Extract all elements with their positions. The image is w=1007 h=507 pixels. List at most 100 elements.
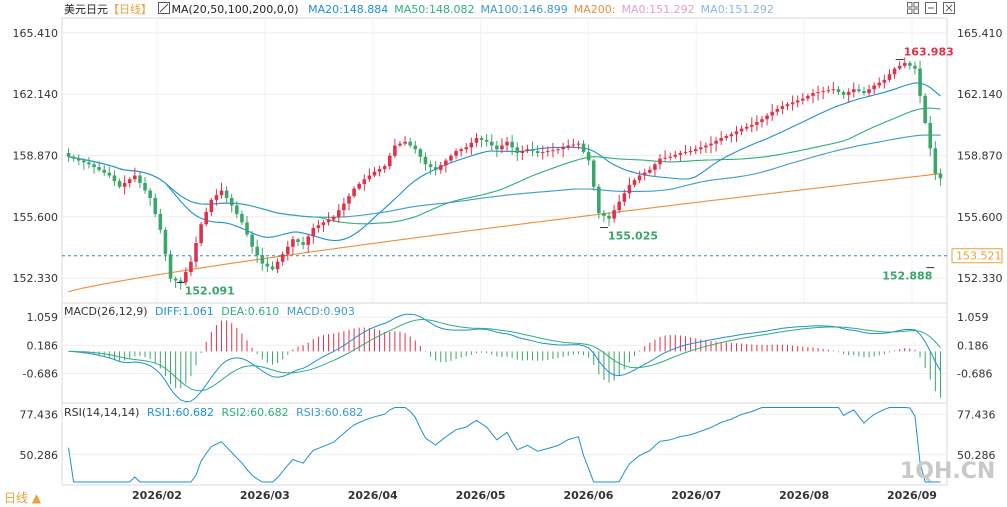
rsi-line — [68, 407, 941, 483]
candle-body — [826, 90, 831, 92]
candle-body — [816, 92, 820, 94]
candle-body — [704, 145, 708, 148]
candle-body — [729, 134, 734, 137]
price-legend: 美元日元【日线】 MA(20,50,100,200,0,0) MA20:148.… — [64, 1, 774, 17]
price-tick-right: 165.410 — [957, 27, 1003, 40]
candle-body — [449, 155, 453, 161]
candle-body — [184, 272, 188, 283]
candle-body — [214, 195, 219, 200]
ma-value-2: MA100:146.899 — [480, 3, 568, 16]
macd-value: MACD:0.903 — [286, 305, 355, 318]
candle-body — [153, 198, 158, 214]
candle-body — [510, 141, 514, 148]
macd-dea-line — [68, 318, 941, 392]
time-tick: 2026/03 — [240, 489, 290, 502]
macd-tick-left: -0.686 — [23, 368, 58, 381]
price-tick-left: 155.600 — [13, 211, 59, 224]
candle-body — [719, 138, 723, 141]
candle-body — [831, 89, 836, 91]
rsi-label: RSI(14,14,14) — [64, 406, 140, 419]
candle-body — [275, 261, 280, 270]
candle-body — [923, 95, 927, 123]
candle-body — [642, 172, 647, 176]
candle-body — [795, 100, 800, 103]
candle-body — [240, 213, 244, 223]
candle-body — [785, 104, 790, 107]
candle-body — [133, 175, 137, 180]
candle-body — [790, 102, 795, 105]
annotation-label: 152.888 — [882, 270, 932, 283]
macd-tick-right: 0.186 — [957, 339, 989, 352]
minus-icon[interactable] — [925, 2, 937, 14]
ma-value-1: MA50:148.082 — [394, 3, 475, 16]
candle-body — [255, 246, 259, 256]
candle-body — [877, 82, 882, 86]
candle-body — [887, 74, 892, 80]
close-icon[interactable] — [943, 2, 955, 14]
candle-body — [280, 254, 285, 262]
macd-tick-right: -0.686 — [957, 368, 992, 381]
candle-body — [382, 166, 387, 169]
candle-body — [423, 156, 428, 165]
symbol-name: 美元日元 — [64, 3, 108, 16]
time-tick: 2026/07 — [671, 489, 721, 502]
rsi-pane: 77.436 77.436 50.286 50.286 — [20, 402, 996, 486]
macd-label: MACD(26,12,9) — [64, 305, 148, 318]
rsi-path — [68, 407, 941, 483]
candle-body — [576, 143, 581, 145]
candle-body — [872, 85, 876, 90]
candle-body — [148, 190, 152, 198]
candle-body — [413, 145, 418, 150]
candle-body — [479, 138, 484, 140]
time-tick: 2026/09 — [887, 489, 937, 502]
candle-body — [464, 147, 469, 150]
grid-settings-icon[interactable] — [907, 2, 919, 14]
candle-body — [408, 141, 412, 146]
candle-body — [535, 151, 540, 153]
candle-body — [301, 242, 305, 245]
candle-body — [347, 196, 351, 204]
candle-body — [92, 164, 96, 168]
price-tick-left: 152.330 — [13, 272, 59, 285]
ma-value-0: MA20:148.884 — [308, 3, 389, 16]
ma-settings-icon[interactable] — [157, 2, 170, 14]
candle-body — [66, 153, 71, 157]
candle-body — [454, 151, 458, 156]
candle-body — [500, 145, 504, 150]
candle-body — [637, 175, 642, 181]
macd-legend: MACD(26,12,9) DIFF:1.061 DEA:0.610 MACD:… — [64, 305, 355, 318]
candle-body — [438, 165, 443, 170]
candle-body — [168, 254, 173, 279]
candle-body — [286, 246, 290, 255]
price-grid — [62, 32, 947, 279]
candle-body — [393, 145, 397, 156]
candle-body — [194, 243, 198, 262]
candle-body — [750, 124, 754, 127]
candle-body — [913, 65, 917, 69]
candle-body — [387, 155, 392, 167]
candle-body — [209, 199, 214, 213]
candle-body — [428, 164, 433, 168]
candle-body — [617, 201, 622, 211]
ma20-line — [68, 82, 941, 242]
candle-body — [693, 149, 698, 152]
candle-body — [658, 158, 662, 165]
annotation-label: 163.983 — [904, 46, 954, 59]
candle-body — [857, 89, 861, 92]
candle-body — [540, 152, 545, 154]
candle-body — [556, 149, 560, 151]
period-toggle-button[interactable]: 日线 ▲ — [4, 491, 42, 505]
price-tick-left: 165.410 — [13, 27, 59, 40]
candle-body — [398, 143, 402, 146]
macd-pane: 1.059 1.059 0.186 0.186 -0.686 -0.686 — [23, 302, 992, 404]
candle-body — [734, 131, 739, 135]
macd-diff-line — [68, 313, 941, 403]
candle-body — [673, 154, 678, 157]
candle-body — [770, 111, 774, 116]
candle-body — [627, 184, 632, 194]
annotation-label: 155.025 — [608, 230, 658, 243]
candle-body — [800, 98, 805, 101]
macd-grid — [62, 316, 947, 375]
candle-body — [127, 179, 132, 183]
candle-body — [76, 158, 81, 161]
